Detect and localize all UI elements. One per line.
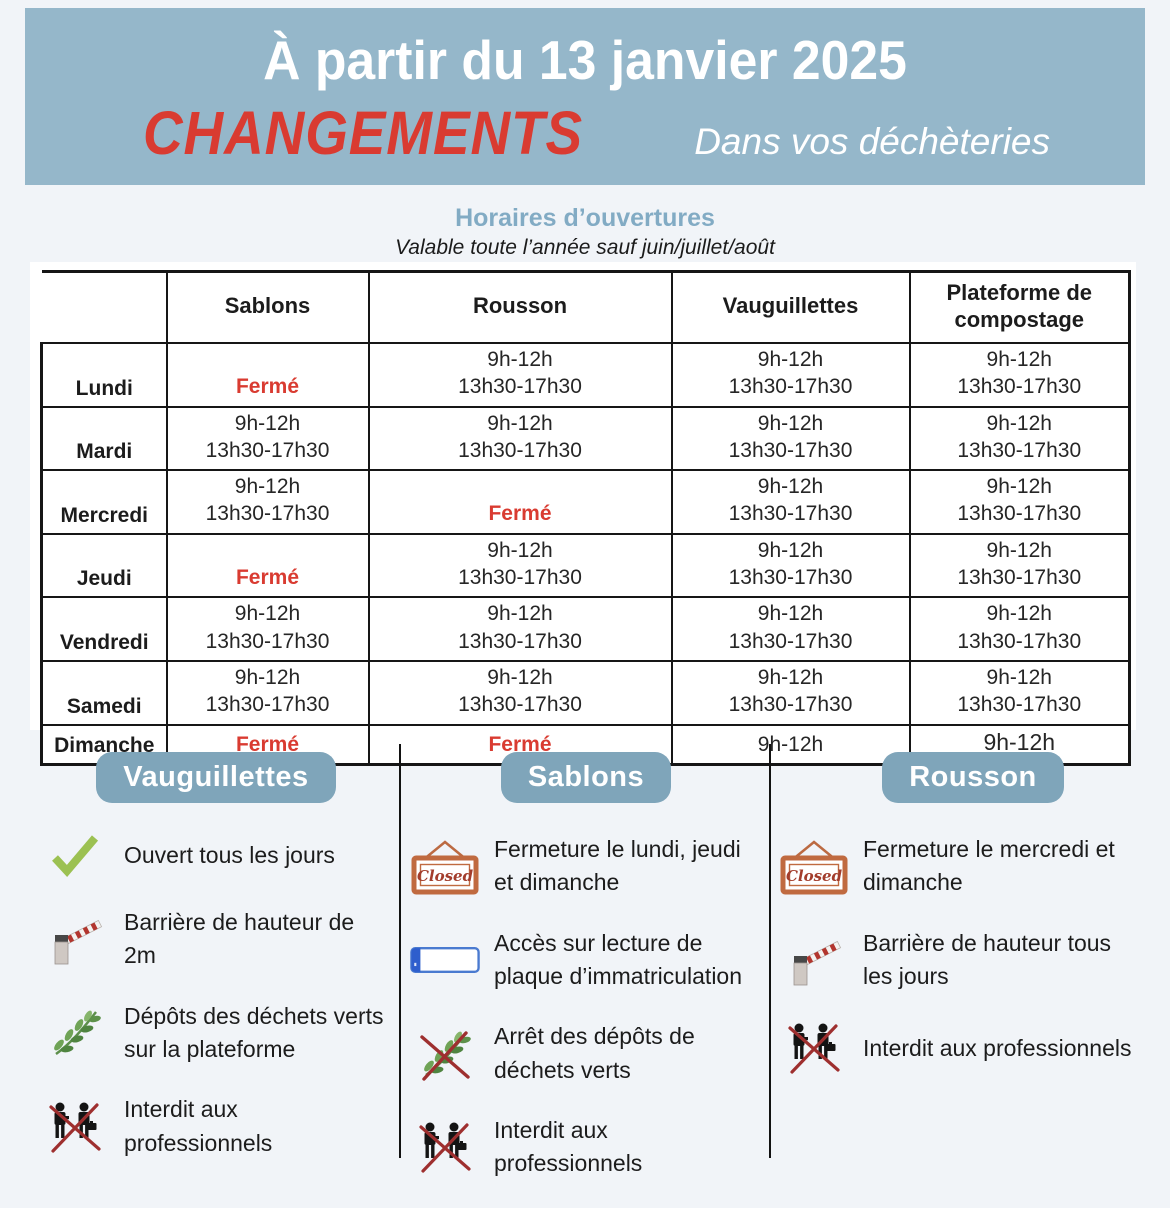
list-item: Barrière de hauteur de 2m (40, 906, 392, 973)
column-header-vauguillettes: Vauguillettes (670, 270, 911, 344)
section-vauguillettes: Vauguillettes Ouvert tous les jours Barr (40, 752, 392, 1187)
schedule-cell: 9h-12h 13h30-17h30 (367, 342, 673, 408)
item-text: Interdit aux professionnels (863, 1034, 1132, 1061)
barrier-icon (40, 911, 110, 967)
no-professionals-icon (410, 1119, 480, 1175)
schedule-cell: 9h-12h 13h30-17h30 (367, 596, 673, 662)
schedule-cell: 9h-12h 13h30-17h30 (908, 469, 1131, 535)
opening-hours-title: Horaires d’ouvertures (455, 204, 715, 232)
table-row-samedi: Samedi 9h-12h 13h30-17h30 9h-12h 13h30-17h… (40, 659, 1131, 726)
license-plate-icon (410, 946, 480, 974)
item-text: Barrière de hauteur de 2m (124, 909, 355, 969)
svg-text:Closed: Closed (417, 867, 474, 885)
list-item: Closed Fermeture le lundi, jeudi et dima… (410, 833, 762, 900)
day-label: Lundi (40, 342, 168, 408)
schedule-cell: 9h-12h 13h30-17h30 (670, 469, 911, 535)
schedule-cell: 9h-12h 13h30-17h30 (367, 405, 673, 472)
schedule-cell: 9h-12h 13h30-17h30 (165, 405, 370, 472)
item-text: Arrêt des dépôts de déchets verts (494, 1023, 695, 1083)
item-text: Interdit aux professionnels (124, 1096, 273, 1156)
barrier-icon (779, 932, 849, 988)
table-row-jeudi: Jeudi Fermé 9h-12h 13h30-17h30 9h-12h 13h3… (40, 532, 1131, 599)
day-label: Jeudi (40, 532, 168, 599)
schedule-cell: 9h-12h 13h30-17h30 (165, 659, 370, 726)
check-icon (40, 833, 110, 879)
no-professionals-icon (779, 1020, 849, 1076)
schedule-cell: 9h-12h 13h30-17h30 (908, 342, 1131, 408)
schedule-cell: 9h-12h 13h30-17h30 (367, 532, 673, 599)
column-header-rousson: Rousson (367, 270, 673, 344)
day-label: Mercredi (40, 469, 168, 535)
schedule-cell: Fermé (165, 342, 370, 408)
item-text: Interdit aux professionnels (494, 1117, 643, 1177)
schedule-cell: 9h-12h 13h30-17h30 (908, 659, 1131, 726)
column-header-sablons: Sablons (165, 270, 370, 344)
list-item: Interdit aux professionnels (410, 1114, 762, 1181)
item-text: Fermeture le mercredi et dimanche (863, 836, 1115, 896)
item-text: Accès sur lecture de plaque d’immatricul… (494, 929, 743, 990)
table-row-vendredi: Vendredi 9h-12h 13h30-17h30 9h-12h 13h30-1… (40, 596, 1131, 662)
list-item: Arrêt des dépôts de déchets verts (410, 1020, 762, 1087)
schedule-cell: 9h-12h 13h30-17h30 (670, 596, 911, 662)
column-divider (769, 744, 771, 1158)
section-sablons: Sablons Closed Fermeture le lundi, jeudi… (410, 752, 762, 1208)
item-text: Barrière de hauteur tous les jours (863, 929, 1112, 990)
item-text: Dépôts des déchets verts sur la platefor… (124, 1002, 384, 1063)
no-green-waste-icon (410, 1025, 480, 1083)
schedule-cell: 9h-12h 13h30-17h30 (908, 405, 1131, 472)
list-item: Ouvert tous les jours (40, 833, 392, 879)
day-label: Mardi (40, 405, 168, 472)
header-banner: À partir du 13 janvier 2025 CHANGEMENTS … (25, 8, 1145, 185)
list-item: Dépôts des déchets verts sur la platefor… (40, 1000, 392, 1067)
schedule-cell: 9h-12h 13h30-17h30 (670, 342, 911, 408)
list-item: Barrière de hauteur tous les jours (779, 927, 1167, 994)
day-label: Vendredi (40, 596, 168, 662)
schedule-cell: 9h-12h 13h30-17h30 (670, 659, 911, 726)
section-badge-rousson: Rousson (882, 752, 1064, 803)
section-badge-vauguillettes: Vauguillettes (96, 752, 336, 803)
closed-sign-icon: Closed (410, 835, 480, 897)
table-header-row: Sablons Rousson Vauguillettes Plateforme… (41, 270, 1131, 344)
schedule-cell: 9h-12h 13h30-17h30 (670, 405, 911, 472)
column-divider (399, 744, 401, 1158)
day-label: Samedi (40, 659, 168, 726)
schedule-cell: 9h-12h 13h30-17h30 (670, 532, 911, 599)
item-text: Ouvert tous les jours (124, 842, 335, 869)
section-badge-sablons: Sablons (500, 752, 672, 803)
item-text: Fermeture le lundi, jeudi et dimanche (494, 836, 741, 896)
table-row-mardi: Mardi 9h-12h 13h30-17h30 9h-12h 13h30-17h3… (40, 405, 1131, 472)
validity-note: Valable toute l’année sauf juin/juillet/… (395, 236, 775, 259)
list-item: Closed Fermeture le mercredi et dimanche (779, 833, 1167, 900)
list-item: Interdit aux professionnels (40, 1093, 392, 1160)
header-subtitle: Dans vos déchèteries (694, 121, 1050, 162)
table-row-lundi: Lundi Fermé 9h-12h 13h30-17h30 9h-12h 13h3… (40, 342, 1131, 408)
schedule-table: Sablons Rousson Vauguillettes Plateforme… (40, 270, 1131, 767)
no-professionals-icon (40, 1099, 110, 1155)
schedule-cell: Fermé (165, 532, 370, 599)
closed-sign-icon: Closed (779, 835, 849, 897)
header-changes-title: CHANGEMENTS (143, 99, 583, 167)
list-item: Accès sur lecture de plaque d’immatricul… (410, 927, 762, 994)
schedule-cell: Fermé (367, 469, 673, 535)
column-header-plateforme: Plateforme de compostage (908, 270, 1131, 344)
green-waste-icon (40, 1004, 110, 1062)
corner-cell (41, 270, 168, 344)
schedule-cell: 9h-12h 13h30-17h30 (908, 532, 1131, 599)
schedule-cell: 9h-12h 13h30-17h30 (165, 596, 370, 662)
schedule-cell: 9h-12h 13h30-17h30 (367, 659, 673, 726)
schedule-cell: 9h-12h (670, 723, 911, 767)
schedule-cell: 9h-12h 13h30-17h30 (908, 596, 1131, 662)
svg-text:Closed: Closed (786, 867, 843, 885)
table-row-mercredi: Mercredi 9h-12h 13h30-17h30 Fermé 9h-12h 1… (40, 469, 1131, 535)
header-date-line: À partir du 13 janvier 2025 (263, 29, 907, 91)
list-item: Interdit aux professionnels (779, 1020, 1167, 1076)
schedule-cell: 9h-12h 13h30-17h30 (165, 469, 370, 535)
section-rousson: Rousson Closed Fermeture le mercredi et … (779, 752, 1167, 1103)
